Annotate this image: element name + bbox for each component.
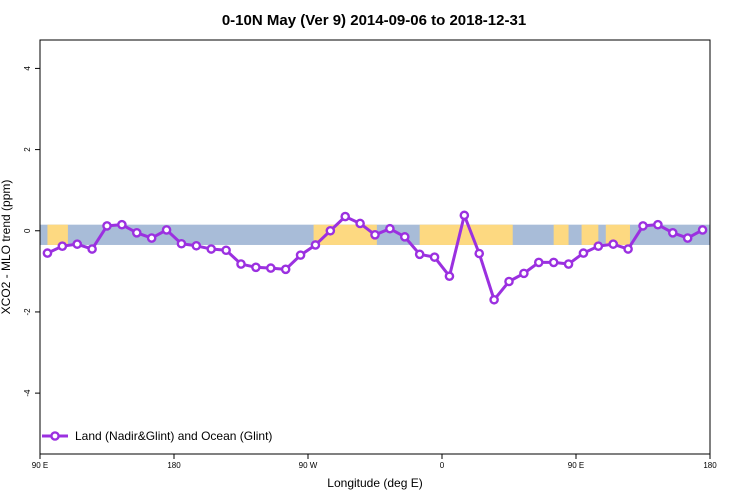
data-point [161, 225, 172, 235]
data-point [57, 241, 68, 251]
land-span [419, 224, 513, 245]
plot-frame [39, 39, 711, 455]
land-span [47, 224, 68, 245]
x-tick-label: 180 [167, 461, 181, 470]
data-point [295, 250, 306, 260]
data-point [667, 227, 678, 238]
data-point [653, 219, 663, 230]
data-point [504, 276, 514, 287]
data-point [593, 241, 604, 251]
x-tick-label: 90 W [299, 461, 318, 470]
data-point [117, 219, 127, 230]
data-point [638, 221, 648, 231]
data-point [578, 248, 589, 258]
data-point [102, 221, 112, 231]
y-axis-label: XCO2 - MLO trend (ppm) [0, 180, 13, 315]
data-point [325, 225, 336, 236]
data-point [280, 264, 291, 275]
data-point [251, 262, 261, 273]
legend-marker [50, 431, 60, 441]
data-point [489, 294, 499, 305]
data-point [444, 271, 455, 282]
data-point [265, 263, 276, 273]
data-point [474, 248, 485, 259]
data-point [533, 257, 544, 268]
y-tick-label: -2 [23, 308, 32, 316]
y-tick-label: -4 [23, 389, 32, 397]
data-point [429, 252, 440, 262]
x-axis: 90 E 180 90 W 0 90 E 180 [32, 454, 717, 470]
y-tick-label: 4 [23, 66, 32, 71]
x-axis-label: Longitude (deg E) [327, 476, 422, 490]
data-point [191, 240, 202, 251]
data-point [206, 244, 217, 254]
data-point [608, 239, 619, 249]
data-point [340, 211, 351, 222]
data-point [221, 245, 231, 256]
data-point [236, 259, 246, 269]
legend-label: Land (Nadir&Glint) and Ocean (Glint) [75, 429, 272, 443]
y-axis: -4 -2 0 2 4 [23, 66, 40, 397]
data-point [519, 268, 529, 279]
data-point [42, 248, 53, 258]
y-tick-label: 2 [23, 147, 32, 152]
data-point [563, 259, 574, 269]
x-tick-label: 90 E [32, 461, 48, 470]
data-point [399, 232, 410, 242]
data-point [697, 225, 708, 235]
data-point [310, 240, 321, 250]
land-span [581, 224, 599, 245]
x-tick-label: 180 [703, 461, 717, 470]
data-point [72, 239, 83, 249]
x-tick-label: 90 E [568, 461, 584, 470]
data-point [682, 233, 693, 243]
data-point [385, 223, 395, 234]
data-point [146, 233, 157, 243]
chart-title: 0-10N May (Ver 9) 2014-09-06 to 2018-12-… [222, 12, 526, 29]
data-point [176, 238, 187, 249]
data-point [414, 249, 425, 260]
data-point [370, 230, 380, 240]
data-point [355, 218, 365, 229]
data-series [42, 210, 708, 305]
land-span [553, 224, 569, 245]
data-point [87, 244, 97, 254]
data-point [459, 210, 470, 221]
data-point [623, 244, 633, 254]
legend: Land (Nadir&Glint) and Ocean (Glint) [42, 429, 272, 443]
y-tick-label: 0 [23, 228, 32, 233]
data-point [548, 257, 559, 268]
x-tick-label: 0 [440, 461, 445, 470]
data-point [131, 227, 142, 238]
